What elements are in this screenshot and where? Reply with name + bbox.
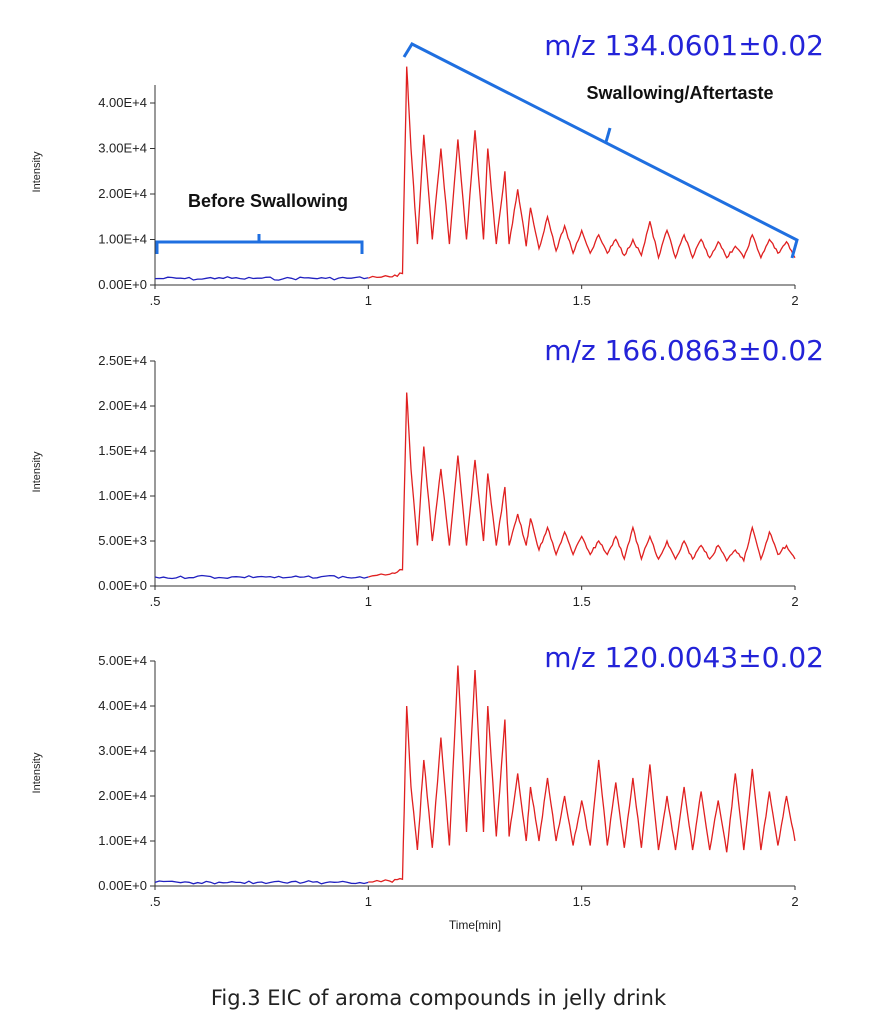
trace-after (368, 665, 796, 883)
y-tick-label: 2.50E+4 (98, 353, 147, 368)
panel-1-title: m/z 134.0601±0.02 (544, 29, 824, 62)
trace-after (368, 66, 796, 279)
panel-1-traces (154, 66, 796, 281)
x-tick-label: 2 (791, 894, 798, 909)
y-tick-label: 0.00E+0 (98, 277, 147, 292)
panel-3-axes: 0.00E+0 1.00E+4 2.00E+4 3.00E+4 4.00E+4 5.00E… (98, 653, 798, 909)
panel-3: m/z 120.0043±0.02 Intensity 0.00E+0 1.00E… (31, 641, 824, 932)
x-tick-label: 2 (791, 594, 798, 609)
x-tick-label: 1.5 (573, 293, 591, 308)
trace-before (154, 276, 369, 281)
panel-2-ylabel: Intensity (31, 451, 43, 492)
y-tick-label: 2.00E+4 (98, 788, 147, 803)
panel-1: m/z 134.0601±0.02 Intensity 0.00E+0 1.00E… (31, 29, 824, 308)
y-tick-label: 2.00E+4 (98, 186, 147, 201)
swallowing-aftertaste-label: Swallowing/Aftertaste (586, 83, 773, 103)
eic-figure: m/z 134.0601±0.02 Intensity 0.00E+0 1.00E… (31, 29, 824, 932)
panel-2: m/z 166.0863±0.02 Intensity 0.00E+0 5.00E… (31, 334, 824, 609)
y-tick-label: 2.00E+4 (98, 398, 147, 413)
x-tick-label: 1.5 (573, 594, 591, 609)
y-tick-label: 5.00E+4 (98, 653, 147, 668)
x-tick-label: 2 (791, 293, 798, 308)
before-swallowing-label: Before Swallowing (188, 191, 348, 211)
trace-before (154, 880, 369, 885)
x-tick-label: .5 (150, 293, 161, 308)
y-tick-label: 3.00E+4 (98, 141, 147, 156)
before-swallowing-bracket (155, 234, 364, 254)
x-tick-label: .5 (150, 594, 161, 609)
x-tick-label: 1 (365, 594, 372, 609)
y-tick-label: 3.00E+4 (98, 743, 147, 758)
panel-1-ylabel: Intensity (31, 151, 43, 192)
y-tick-label: 4.00E+4 (98, 698, 147, 713)
panel-3-title: m/z 120.0043±0.02 (544, 641, 824, 674)
trace-after (368, 392, 796, 578)
panel-2-traces (154, 392, 796, 580)
figure-caption: Fig.3 EIC of aroma compounds in jelly dr… (210, 986, 667, 1010)
x-tick-label: 1 (365, 894, 372, 909)
y-tick-label: 1.00E+4 (98, 833, 147, 848)
panel-3-ylabel: Intensity (31, 752, 43, 793)
y-tick-label: 1.00E+4 (98, 232, 147, 247)
panel-3-xlabel: Time[min] (449, 918, 501, 932)
y-tick-label: 0.00E+0 (98, 878, 147, 893)
y-tick-label: 4.00E+4 (98, 95, 147, 110)
trace-before (154, 574, 369, 580)
x-tick-label: 1 (365, 293, 372, 308)
x-tick-label: 1.5 (573, 894, 591, 909)
y-tick-label: 0.00E+0 (98, 578, 147, 593)
panel-3-traces (154, 665, 796, 885)
x-tick-label: .5 (150, 894, 161, 909)
y-tick-label: 1.50E+4 (98, 443, 147, 458)
panel-2-axes: 0.00E+0 5.00E+3 1.00E+4 1.50E+4 2.00E+4 2.50E… (98, 353, 798, 609)
panel-2-title: m/z 166.0863±0.02 (544, 334, 824, 367)
y-tick-label: 1.00E+4 (98, 488, 147, 503)
panel-1-axes: 0.00E+0 1.00E+4 2.00E+4 3.00E+4 4.00E+4 .5 1 1.… (98, 85, 799, 308)
swallowing-aftertaste-bracket (402, 42, 799, 259)
y-tick-label: 5.00E+3 (98, 533, 147, 548)
